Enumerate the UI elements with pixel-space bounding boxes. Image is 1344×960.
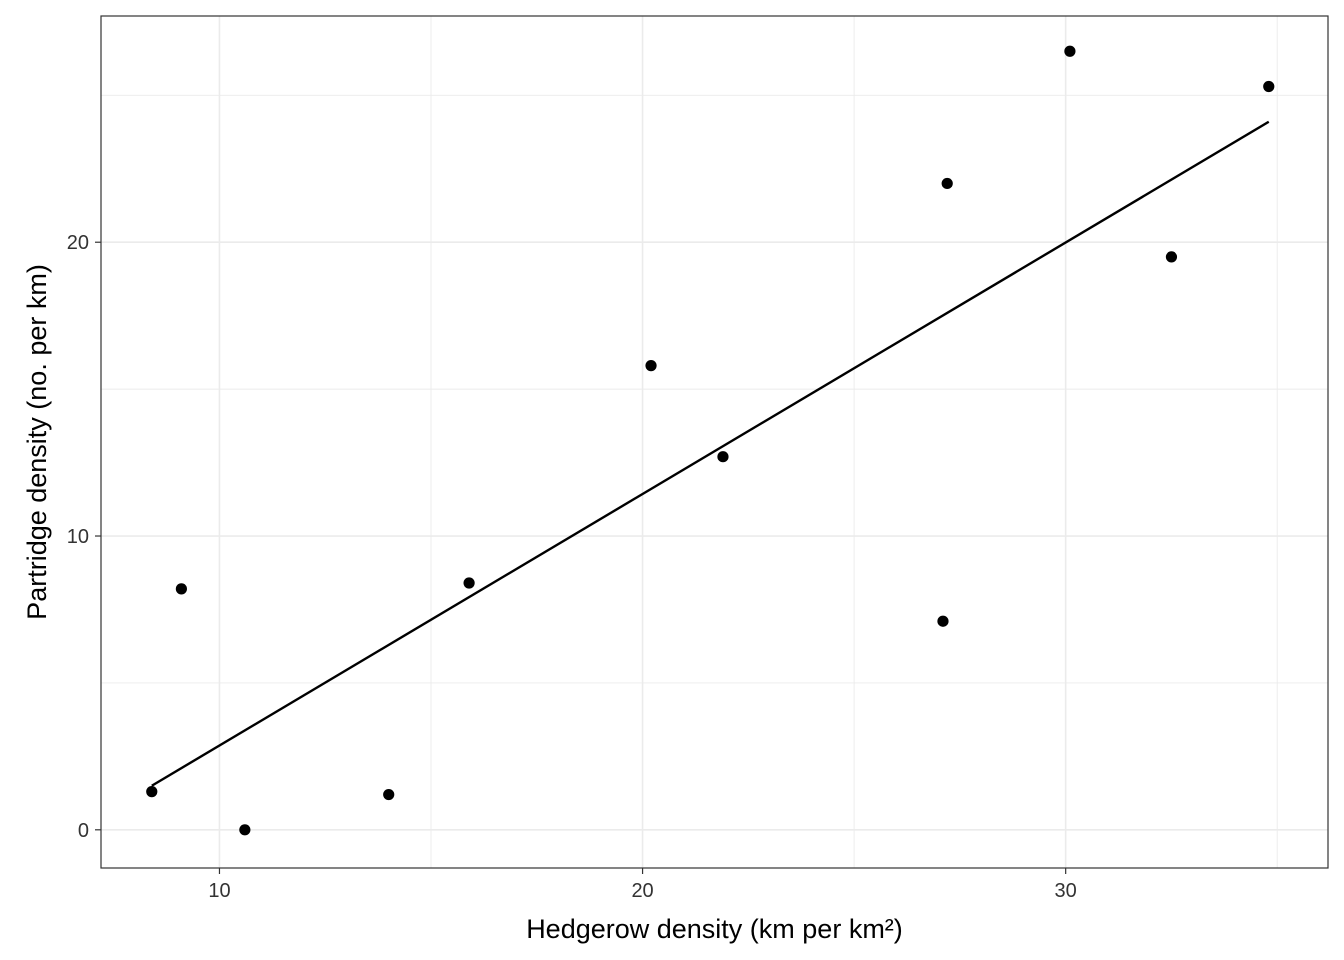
major-gridlines: [101, 16, 1328, 868]
data-point: [239, 824, 251, 836]
minor-gridlines: [101, 16, 1328, 868]
data-point: [1165, 251, 1178, 263]
data-point: [146, 786, 158, 798]
x-tick-label: 20: [631, 880, 653, 902]
data-point: [937, 615, 949, 627]
x-axis-ticks: 10 20 30: [208, 868, 1077, 902]
data-point: [1064, 45, 1076, 57]
panel-border: [100, 15, 1329, 869]
data-point: [645, 360, 657, 372]
data-point: [463, 577, 475, 589]
x-tick-label: 30: [1055, 880, 1077, 902]
fit-line-layer: [151, 120, 1270, 787]
x-axis-title: Hedgerow density (km per km²): [526, 914, 903, 944]
points-layer: [146, 45, 1275, 836]
y-tick-label: 10: [67, 526, 89, 548]
data-point: [717, 451, 729, 463]
x-tick-label: 10: [208, 880, 230, 902]
data-point: [383, 788, 395, 801]
regression-line: [151, 120, 1270, 787]
data-point: [941, 177, 953, 190]
y-tick-label: 20: [67, 232, 89, 254]
data-point: [1263, 80, 1275, 93]
y-axis-title: Partridge density (no. per km): [22, 264, 52, 620]
y-tick-label: 0: [78, 820, 89, 842]
data-point: [175, 583, 187, 595]
y-axis-ticks: 0 10 20: [67, 232, 101, 842]
